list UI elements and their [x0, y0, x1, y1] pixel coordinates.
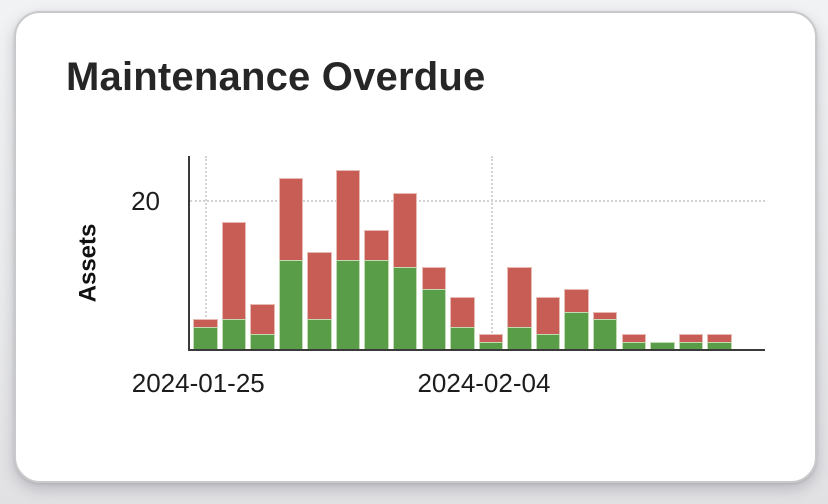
bar-segment-green — [421, 289, 447, 349]
bar-segment-red — [392, 192, 418, 268]
bar-segment-red — [478, 334, 504, 342]
bar-2024-01-31 — [364, 156, 389, 349]
bar-segment-red — [678, 334, 704, 342]
bar-segment-red — [507, 267, 532, 327]
bar-2024-02-05 — [507, 156, 532, 349]
y-axis-label: Assets — [74, 223, 102, 303]
bar-segment-red — [592, 311, 618, 320]
bar-segment-green — [621, 341, 647, 349]
bar-segment-red — [221, 222, 247, 320]
bar-segment-red — [421, 267, 447, 290]
bar-2024-01-28 — [278, 156, 304, 349]
bar-2024-01-26 — [221, 156, 247, 349]
bar-segment-green — [592, 319, 618, 349]
bar-2024-02-06 — [535, 156, 561, 349]
bar-segment-red — [535, 296, 561, 335]
bar-2024-02-03 — [450, 156, 475, 349]
bar-segment-green — [678, 341, 704, 349]
x-axis-tick-label: 2024-02-04 — [417, 368, 551, 398]
bar-segment-red — [450, 296, 475, 327]
chart-card: Maintenance Overdue Assets 20 2024-01-25… — [14, 11, 817, 483]
bar-segment-green — [707, 341, 732, 349]
bar-segment-red — [621, 334, 647, 342]
gridline-x-2024-02-04 — [490, 156, 493, 349]
bar-2024-02-10 — [650, 156, 675, 349]
bar-2024-02-02 — [421, 156, 447, 349]
chart-title: Maintenance Overdue — [66, 55, 486, 99]
bar-segment-green — [450, 326, 475, 349]
gridline-x-2024-01-25 — [205, 156, 208, 349]
bar-segment-green — [478, 341, 504, 349]
bar-segment-red — [335, 170, 361, 260]
bar-segment-green — [650, 341, 675, 349]
bar-2024-02-01 — [392, 156, 418, 349]
bar-segment-green — [193, 326, 218, 349]
bar-segment-red — [564, 289, 589, 312]
bar-segment-red — [278, 177, 304, 260]
bar-segment-green — [250, 334, 275, 349]
x-axis-tick-label: 2024-01-25 — [131, 368, 265, 398]
bar-2024-02-09 — [621, 156, 647, 349]
bar-segment-red — [707, 334, 732, 342]
bar-segment-red — [193, 319, 218, 327]
bar-segment-green — [335, 259, 361, 349]
bar-2024-01-25 — [193, 156, 218, 349]
bar-2024-02-12 — [707, 156, 732, 349]
bar-segment-green — [507, 326, 532, 349]
bar-segment-green — [307, 319, 332, 349]
bar-2024-02-11 — [678, 156, 704, 349]
bar-segment-red — [250, 304, 275, 335]
bar-segment-green — [221, 319, 247, 349]
bar-segment-red — [364, 229, 389, 260]
y-axis-tick-20: 20 — [131, 186, 160, 216]
bar-segment-green — [364, 259, 389, 349]
bar-2024-01-27 — [250, 156, 275, 349]
bar-segment-green — [392, 267, 418, 349]
bar-2024-01-30 — [335, 156, 361, 349]
bar-2024-02-04 — [478, 156, 504, 349]
bar-segment-green — [564, 311, 589, 349]
bar-2024-02-07 — [564, 156, 589, 349]
gridline-y-20 — [190, 200, 765, 203]
bar-2024-01-29 — [307, 156, 332, 349]
plot-area: 2024-01-25 2024-02-04 — [132, 156, 765, 397]
bar-segment-green — [535, 334, 561, 349]
bar-2024-02-08 — [592, 156, 618, 349]
bar-segment-red — [307, 252, 332, 320]
bar-segment-green — [278, 259, 304, 349]
